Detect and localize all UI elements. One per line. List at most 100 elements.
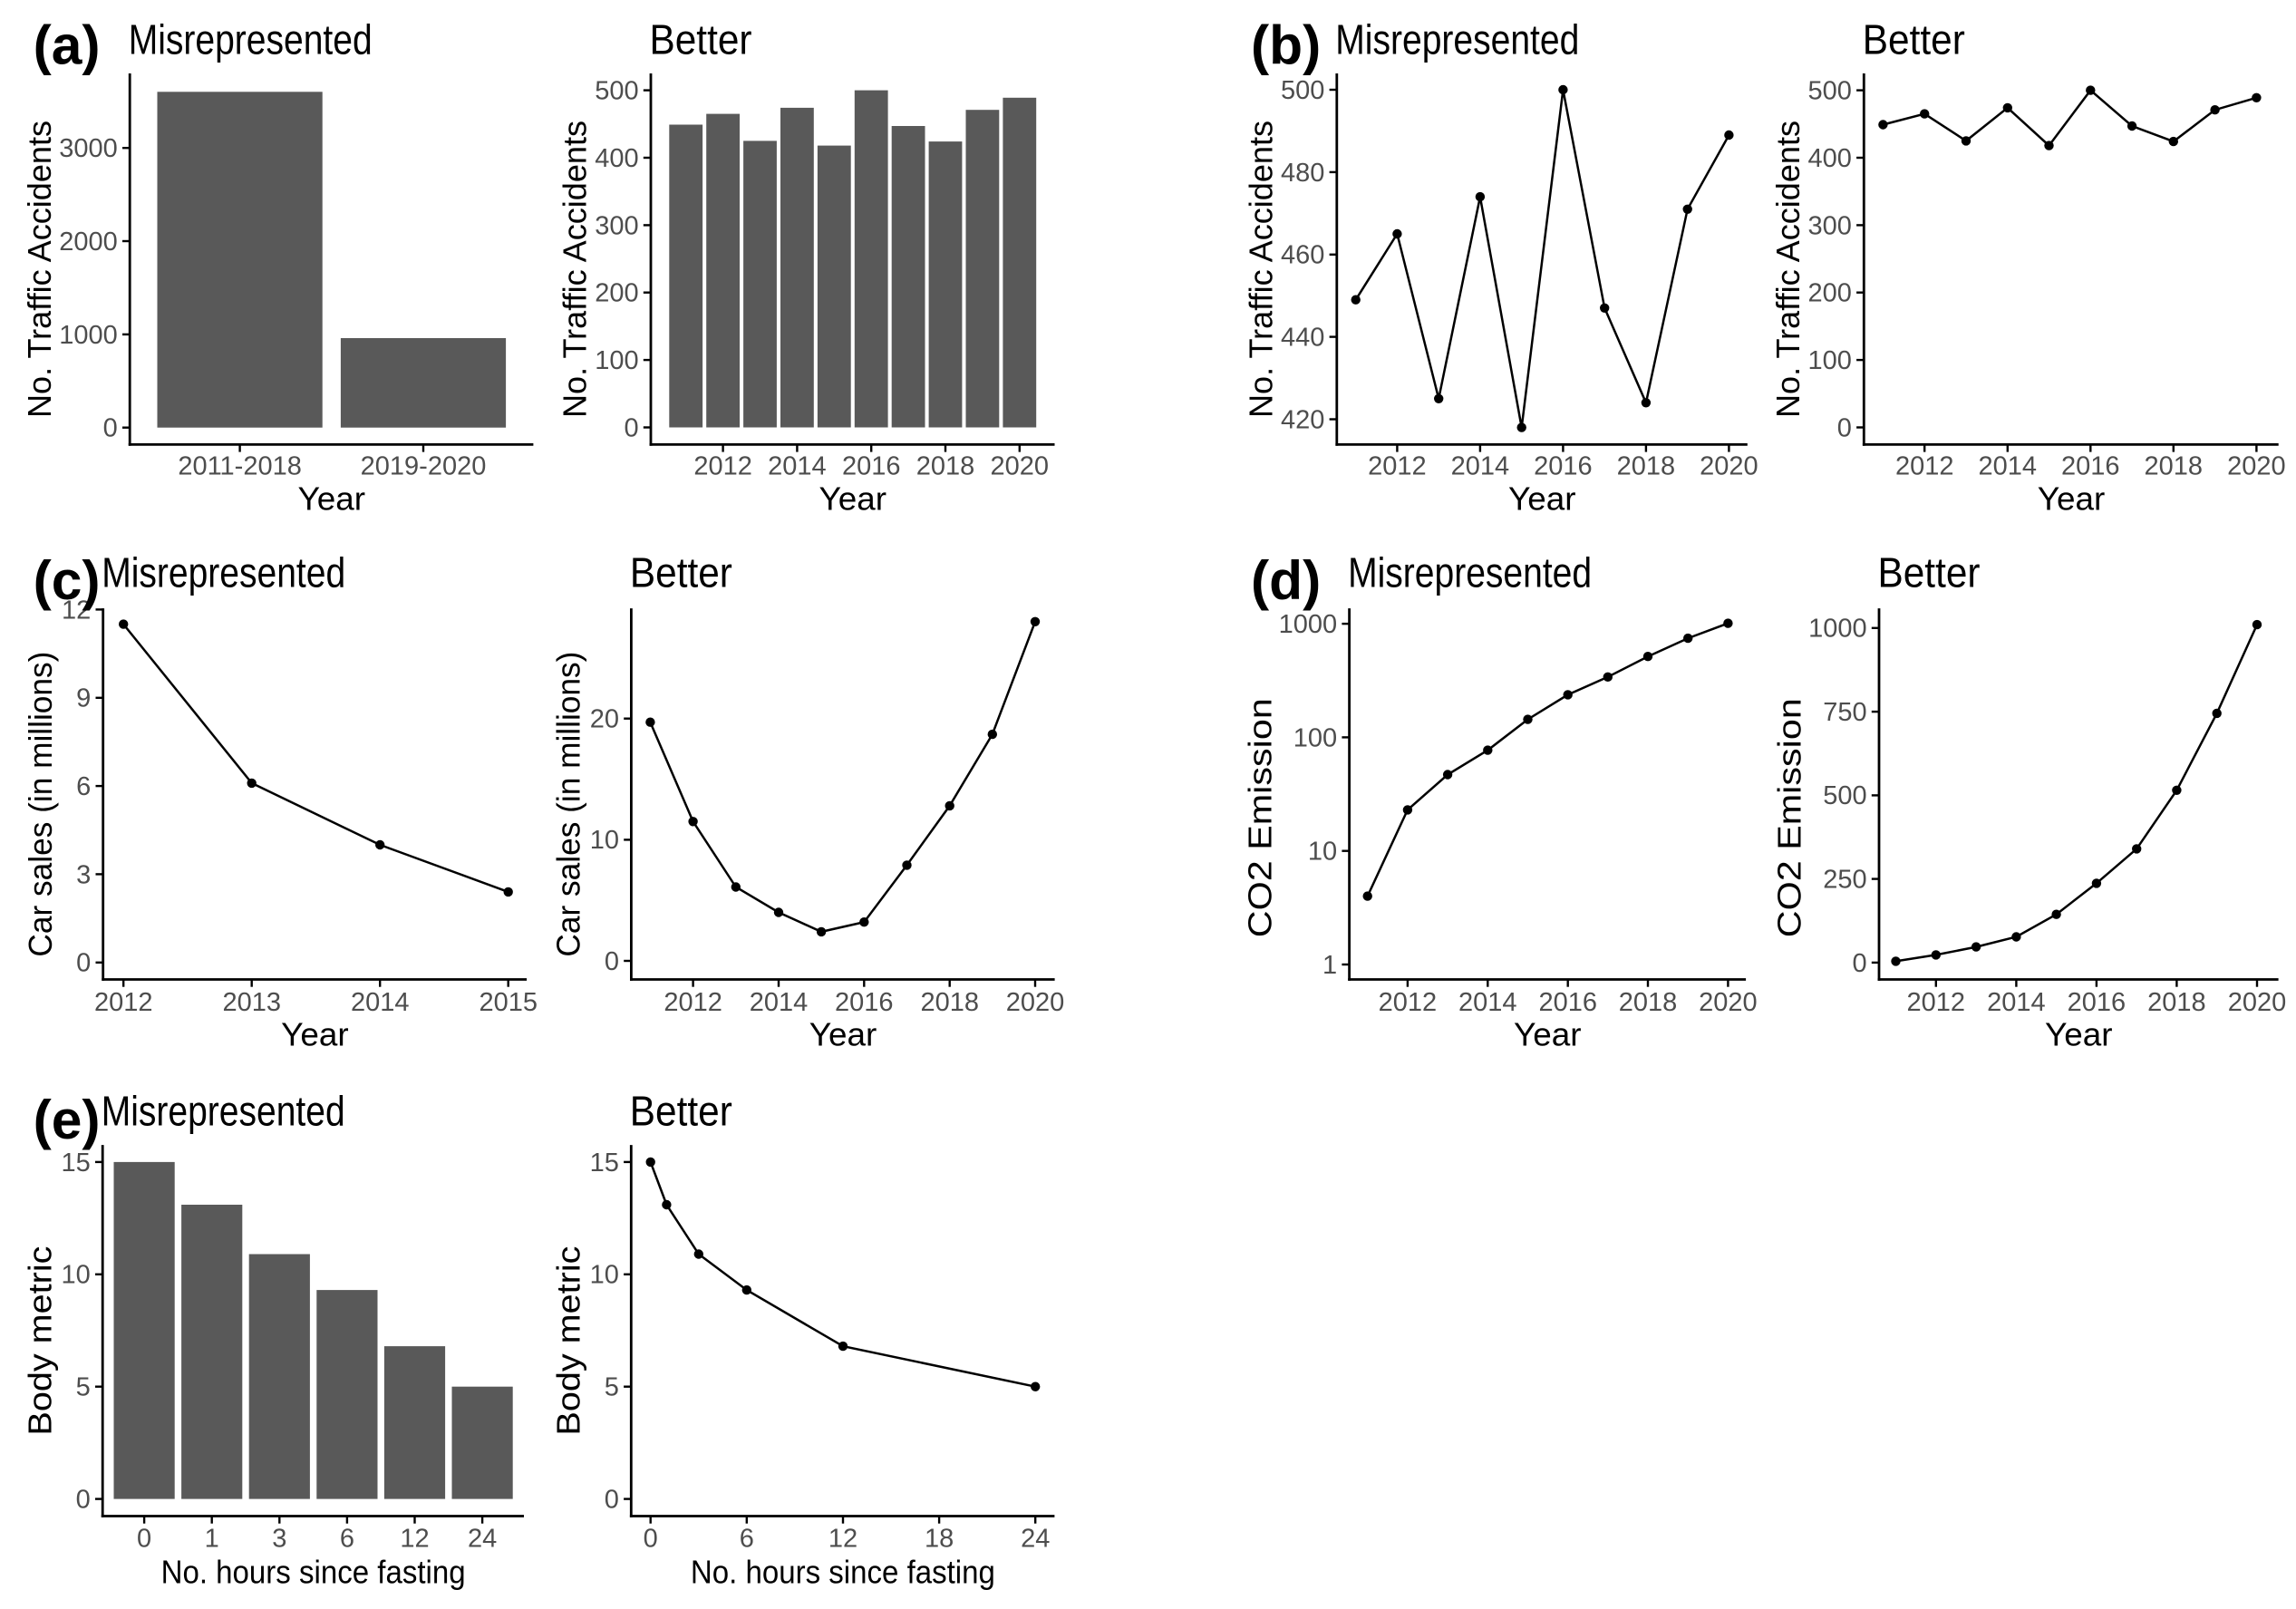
svg-text:750: 750 — [1823, 698, 1866, 727]
svg-text:CO2 Emission: CO2 Emission — [1241, 698, 1278, 937]
svg-text:2018: 2018 — [916, 451, 975, 480]
svg-text:100: 100 — [1293, 723, 1337, 752]
svg-text:0: 0 — [644, 1525, 658, 1554]
svg-text:6: 6 — [76, 772, 91, 801]
svg-text:Misrepresented: Misrepresented — [102, 548, 345, 596]
svg-text:Misrepresented: Misrepresented — [129, 16, 373, 63]
svg-text:Body metric: Body metric — [549, 1246, 586, 1436]
svg-text:No. hours since fasting: No. hours since fasting — [691, 1554, 995, 1591]
svg-text:Better: Better — [1863, 16, 1965, 63]
svg-text:2019-2020: 2019-2020 — [361, 451, 487, 480]
svg-text:2015: 2015 — [479, 988, 538, 1017]
svg-text:200: 200 — [595, 279, 638, 308]
svg-text:1000: 1000 — [59, 321, 118, 350]
svg-text:No. Traffic Accidents: No. Traffic Accidents — [21, 121, 58, 418]
svg-text:(b): (b) — [1251, 14, 1321, 75]
svg-text:2020: 2020 — [1700, 451, 1758, 480]
svg-text:2013: 2013 — [222, 988, 281, 1017]
svg-text:2014: 2014 — [1987, 988, 2046, 1017]
svg-text:420: 420 — [1281, 405, 1324, 434]
svg-text:6: 6 — [740, 1525, 754, 1554]
svg-text:2014: 2014 — [1458, 988, 1517, 1017]
svg-text:Car sales (in millions): Car sales (in millions) — [550, 652, 587, 957]
svg-text:0: 0 — [605, 947, 619, 976]
svg-text:2014: 2014 — [750, 988, 809, 1017]
svg-text:200: 200 — [1808, 279, 1852, 308]
svg-text:0: 0 — [624, 413, 638, 442]
svg-text:2012: 2012 — [693, 451, 752, 480]
svg-text:100: 100 — [595, 346, 638, 375]
svg-text:24: 24 — [468, 1525, 497, 1554]
svg-text:1: 1 — [1322, 951, 1337, 980]
svg-text:0: 0 — [605, 1486, 619, 1515]
svg-text:(d): (d) — [1251, 549, 1321, 611]
svg-text:2016: 2016 — [1538, 988, 1597, 1017]
svg-text:2018: 2018 — [1617, 451, 1676, 480]
svg-text:No. Traffic Accidents: No. Traffic Accidents — [1243, 121, 1280, 418]
svg-text:2014: 2014 — [1979, 451, 2038, 480]
svg-text:0: 0 — [137, 1525, 151, 1554]
svg-text:400: 400 — [1808, 144, 1852, 173]
svg-text:480: 480 — [1281, 159, 1324, 188]
svg-text:100: 100 — [1808, 346, 1852, 375]
svg-text:250: 250 — [1823, 866, 1866, 895]
svg-text:No. Traffic Accidents: No. Traffic Accidents — [1769, 121, 1807, 418]
svg-text:5: 5 — [605, 1373, 619, 1402]
svg-text:2018: 2018 — [1619, 988, 1678, 1017]
svg-text:2012: 2012 — [1907, 988, 1966, 1017]
svg-text:2012: 2012 — [1379, 988, 1438, 1017]
svg-text:1: 1 — [205, 1525, 219, 1554]
svg-text:3000: 3000 — [59, 134, 118, 163]
svg-text:10: 10 — [590, 826, 619, 855]
svg-text:Better: Better — [650, 16, 752, 63]
svg-text:2014: 2014 — [1451, 451, 1510, 480]
svg-text:2018: 2018 — [2145, 451, 2204, 480]
svg-text:Year: Year — [2045, 1016, 2113, 1053]
svg-text:15: 15 — [62, 1149, 91, 1178]
svg-text:2016: 2016 — [842, 451, 901, 480]
svg-text:10: 10 — [1308, 838, 1337, 867]
svg-text:(e): (e) — [34, 1089, 101, 1150]
svg-text:2020: 2020 — [991, 451, 1050, 480]
svg-text:24: 24 — [1021, 1525, 1050, 1554]
svg-text:500: 500 — [595, 77, 638, 106]
svg-text:Car sales (in millions): Car sales (in millions) — [22, 652, 59, 957]
svg-text:CO2 Emission: CO2 Emission — [1771, 698, 1808, 937]
svg-text:(a): (a) — [34, 14, 101, 75]
svg-text:2018: 2018 — [920, 988, 979, 1017]
svg-text:20: 20 — [590, 705, 619, 734]
svg-text:2014: 2014 — [768, 451, 827, 480]
svg-text:0: 0 — [1852, 949, 1866, 978]
svg-text:12: 12 — [62, 596, 91, 625]
svg-text:12: 12 — [828, 1525, 857, 1554]
svg-text:Better: Better — [630, 1087, 732, 1134]
svg-text:440: 440 — [1281, 324, 1324, 353]
svg-text:0: 0 — [76, 1486, 91, 1515]
svg-text:Body metric: Body metric — [21, 1246, 58, 1436]
svg-text:500: 500 — [1808, 77, 1852, 106]
svg-text:Year: Year — [298, 480, 366, 517]
svg-text:9: 9 — [76, 684, 91, 713]
svg-text:500: 500 — [1823, 781, 1866, 810]
svg-text:2020: 2020 — [1699, 988, 1758, 1017]
svg-text:12: 12 — [400, 1525, 429, 1554]
svg-text:Year: Year — [281, 1016, 349, 1053]
svg-text:0: 0 — [103, 414, 118, 443]
svg-text:Better: Better — [1878, 548, 1981, 596]
svg-text:2012: 2012 — [664, 988, 722, 1017]
svg-text:3: 3 — [76, 860, 91, 889]
svg-text:2016: 2016 — [835, 988, 894, 1017]
svg-text:500: 500 — [1281, 76, 1324, 105]
svg-text:2014: 2014 — [351, 988, 410, 1017]
svg-text:400: 400 — [595, 144, 638, 173]
svg-text:2000: 2000 — [59, 228, 118, 257]
svg-text:460: 460 — [1281, 241, 1324, 270]
svg-text:2016: 2016 — [2068, 988, 2126, 1017]
svg-text:Year: Year — [2038, 480, 2106, 517]
svg-text:2016: 2016 — [2061, 451, 2120, 480]
svg-text:(c): (c) — [34, 549, 101, 611]
svg-text:No. Traffic Accidents: No. Traffic Accidents — [557, 121, 594, 418]
svg-text:Year: Year — [1508, 480, 1576, 517]
svg-text:0: 0 — [1837, 413, 1852, 442]
svg-text:2011-2018: 2011-2018 — [178, 451, 302, 480]
